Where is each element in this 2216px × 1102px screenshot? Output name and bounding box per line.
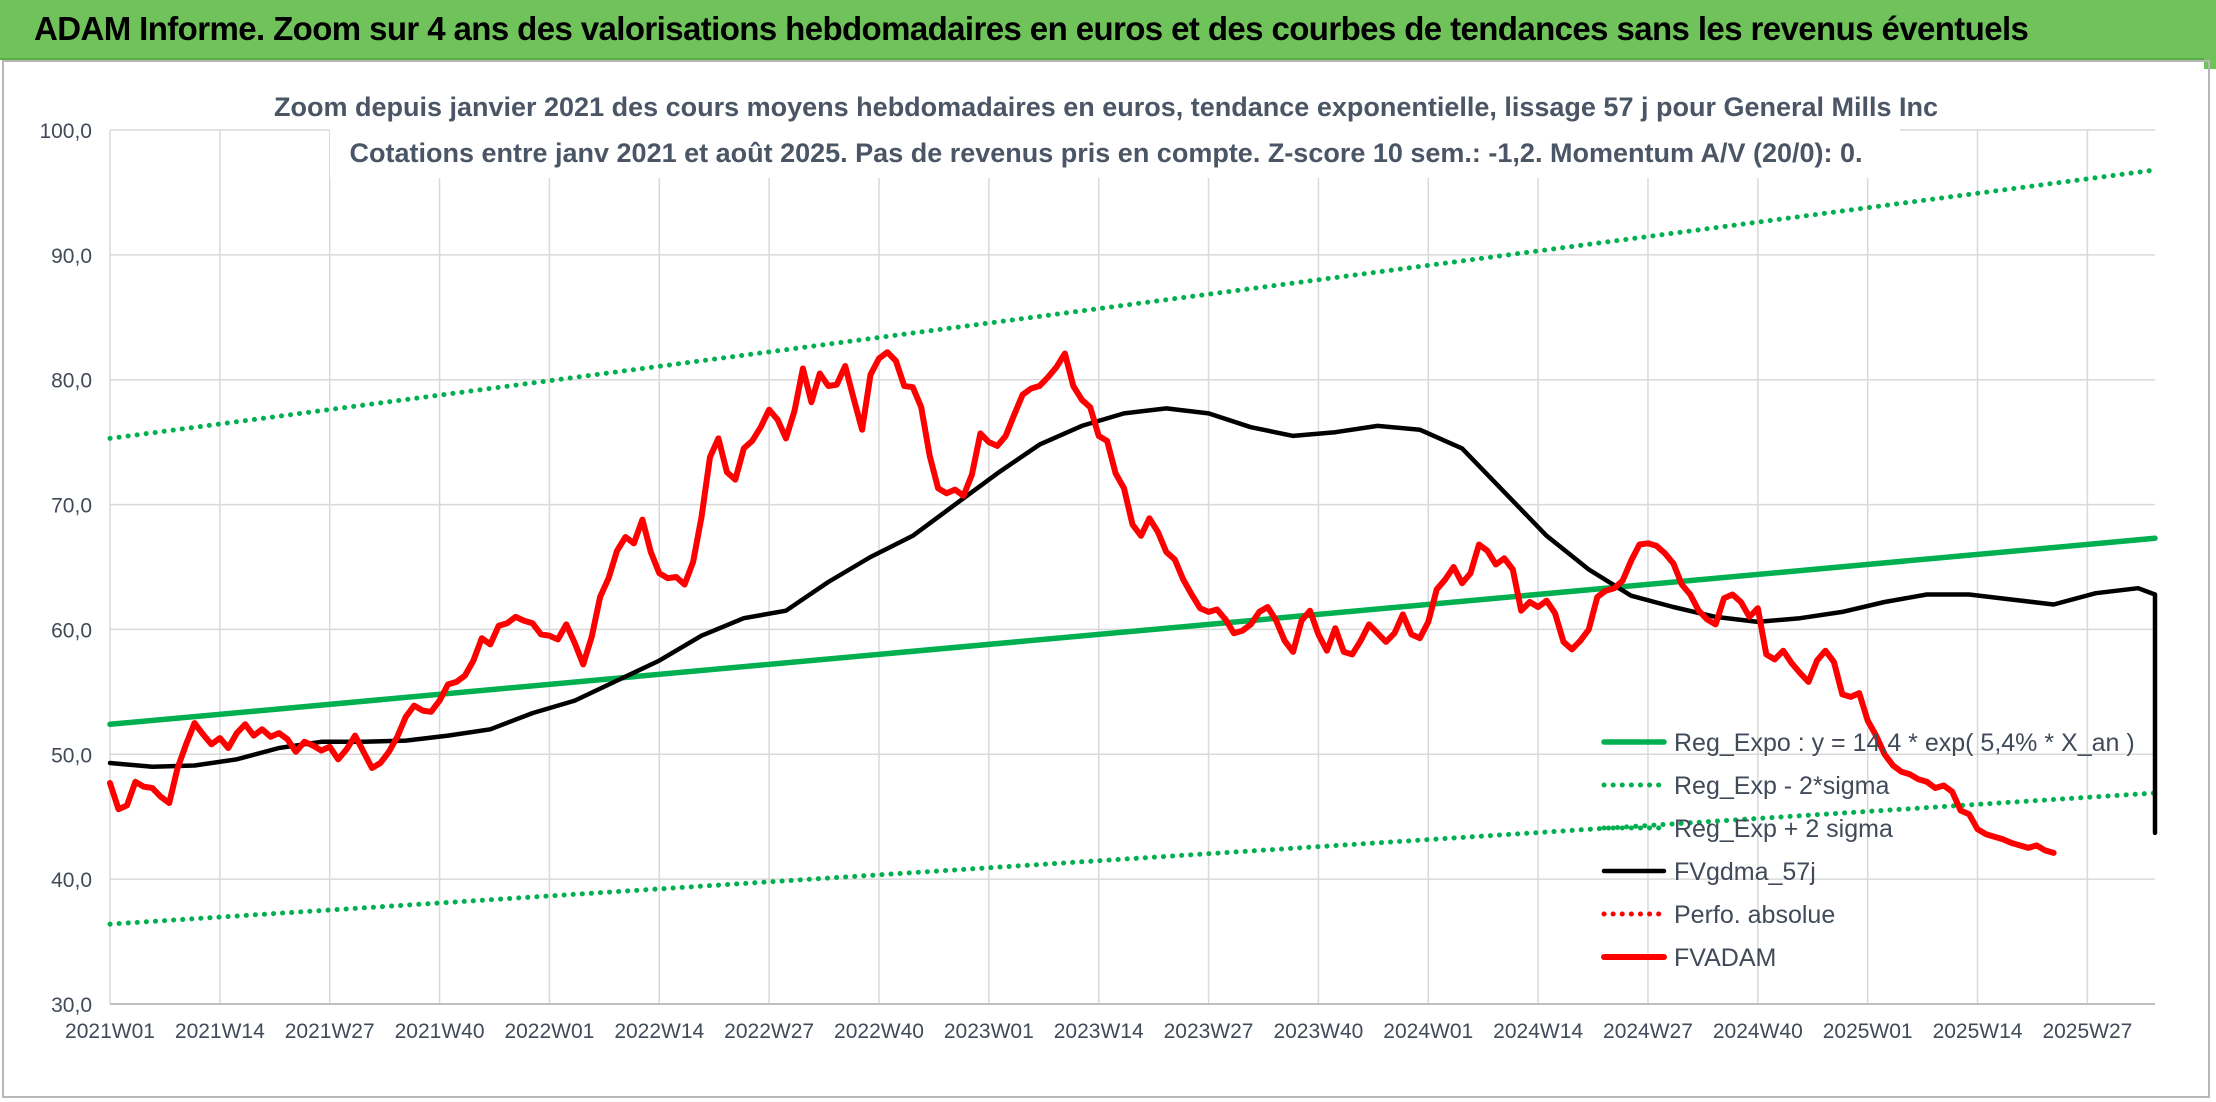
x-tick-label: 2021W14 (175, 1020, 265, 1043)
legend-label: FVgdma_57j (1674, 858, 1816, 886)
x-tick-label: 2021W40 (395, 1020, 485, 1043)
legend-item: FVgdma_57j (1601, 858, 1816, 886)
x-tick-label: 2025W01 (1823, 1020, 1913, 1043)
y-tick-label: 90,0 (51, 245, 92, 268)
x-tick-label: 2022W14 (614, 1020, 704, 1043)
series-line-5 (107, 349, 2057, 856)
chart-title: Zoom depuis janvier 2021 des cours moyen… (274, 92, 1938, 122)
legend-label: Reg_Exp - 2*sigma (1674, 772, 1889, 800)
banner-corner-tab (2204, 55, 2216, 69)
legend-item: Perfo. absolue (1601, 901, 1835, 929)
legend-label: Reg_Expo : y = 14,4 * exp( 5,4% * X_an ) (1674, 729, 2135, 757)
x-tick-label: 2021W01 (65, 1020, 155, 1043)
series-line-3 (107, 406, 2158, 836)
y-tick-label: 50,0 (51, 744, 92, 767)
legend-item: Reg_Exp + 2 sigma (1601, 815, 1893, 843)
series-line-0 (107, 535, 2158, 728)
x-tick-label: 2025W14 (1933, 1020, 2023, 1043)
legend-label: Perfo. absolue (1674, 901, 1835, 929)
legend-label: FVADAM (1674, 944, 1776, 972)
x-tick-label: 2023W40 (1273, 1020, 1363, 1043)
title-background (330, 80, 1900, 178)
y-tick-label: 40,0 (51, 869, 92, 892)
x-tick-label: 2024W27 (1603, 1020, 1693, 1043)
legend-item: Reg_Exp - 2*sigma (1601, 772, 1889, 800)
chart-titles: Zoom depuis janvier 2021 des cours moyen… (274, 80, 1938, 178)
chart-legend: Reg_Expo : y = 14,4 * exp( 5,4% * X_an )… (1601, 729, 2135, 972)
series-line-1 (107, 790, 2158, 927)
legend-label: Reg_Exp + 2 sigma (1674, 815, 1893, 843)
x-tick-label: 2022W40 (834, 1020, 924, 1043)
legend-item: FVADAM (1601, 944, 1776, 972)
x-tick-label: 2023W27 (1164, 1020, 1254, 1043)
y-tick-label: 100,0 (39, 120, 92, 143)
y-tick-label: 70,0 (51, 495, 92, 518)
x-tick-label: 2024W40 (1713, 1020, 1803, 1043)
x-tick-label: 2024W14 (1493, 1020, 1583, 1043)
x-tick-label: 2023W14 (1054, 1020, 1144, 1043)
y-tick-label: 80,0 (51, 370, 92, 393)
x-tick-label: 2025W27 (2042, 1020, 2132, 1043)
report-banner: ADAM Informe. Zoom sur 4 ans des valoris… (0, 0, 2216, 60)
x-tick-label: 2021W27 (285, 1020, 375, 1043)
legend-item: Reg_Expo : y = 14,4 * exp( 5,4% * X_an ) (1601, 729, 2135, 757)
y-tick-label: 30,0 (51, 994, 92, 1017)
series-line-2 (107, 167, 2158, 441)
y-tick-label: 60,0 (51, 619, 92, 642)
chart-frame (2, 60, 2210, 1098)
x-tick-label: 2022W27 (724, 1020, 814, 1043)
x-tick-label: 2024W01 (1383, 1020, 1473, 1043)
chart-series (107, 167, 2158, 927)
x-tick-label: 2022W01 (504, 1020, 594, 1043)
chart-subtitle: Cotations entre janv 2021 et août 2025. … (349, 138, 1862, 168)
x-tick-label: 2023W01 (944, 1020, 1034, 1043)
banner-title: ADAM Informe. Zoom sur 4 ans des valoris… (34, 10, 2029, 47)
chart-axes: 2021W01 2021W14 2021W27 2021W40 2022W01 2022W… (39, 120, 2155, 1043)
